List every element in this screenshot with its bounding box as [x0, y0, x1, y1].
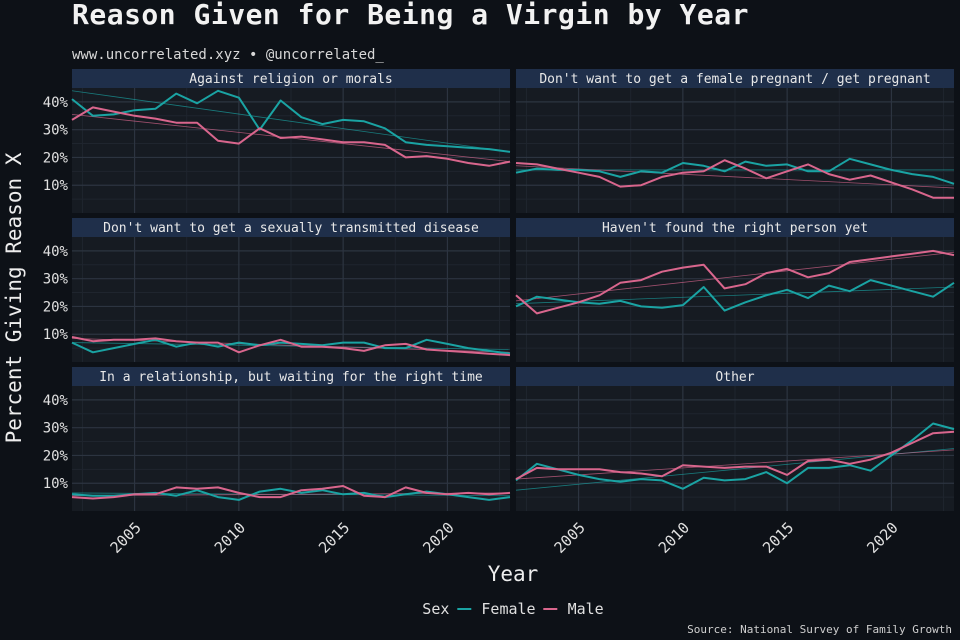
x-tick-label: 2015	[759, 519, 797, 557]
female-trend-line	[71, 90, 511, 153]
y-tick-label: 40%	[43, 393, 69, 409]
chart-subtitle: www.uncorrelated.xyz • @uncorrelated_	[72, 47, 384, 63]
facet-panel: Against religion or morals 10% 20% 30% 40%	[43, 69, 511, 213]
facet-strip	[516, 69, 954, 88]
facet-strip	[516, 218, 954, 237]
male-trend-line	[515, 165, 955, 189]
female-series-line	[515, 422, 955, 490]
legend: Sex Female Male	[422, 600, 603, 618]
facet-panel: Don't want to get a sexually transmitted…	[43, 218, 511, 362]
facet-strip	[516, 367, 954, 386]
male-series-line	[71, 336, 511, 357]
facet-strip-label: Don't want to get a sexually transmitted…	[103, 221, 479, 236]
y-tick-label: 20%	[43, 448, 69, 464]
y-tick-label: 10%	[43, 476, 69, 492]
female-series-line	[71, 89, 511, 153]
facet-strip	[72, 218, 510, 237]
y-tick-label: 10%	[43, 327, 69, 343]
facet-strip	[72, 69, 510, 88]
y-tick-label: 40%	[43, 244, 69, 260]
male-series-line	[515, 159, 954, 199]
x-tick-label: 2020	[419, 519, 457, 557]
male-series-line	[515, 249, 955, 315]
facet-strip-label: Other	[715, 370, 754, 385]
legend-title: Sex	[422, 600, 450, 618]
female-trend-line	[71, 342, 511, 350]
male-trend-line	[515, 251, 955, 302]
female-series-line	[515, 157, 955, 185]
facet-strip-label: In a relationship, but waiting for the r…	[99, 370, 483, 385]
legend-label-female: Female	[481, 600, 536, 618]
female-series-line	[515, 279, 955, 312]
x-tick-label: 2015	[315, 519, 353, 557]
facet-strip	[72, 367, 510, 386]
male-series-line	[71, 485, 511, 500]
x-tick-label: 2010	[655, 519, 693, 557]
chart-title: Reason Given for Being a Virgin by Year	[72, 0, 749, 31]
y-tick-label: 30%	[43, 272, 69, 288]
x-tick-label: 2005	[551, 519, 589, 557]
x-axis-title: Year	[487, 562, 539, 586]
facet-panel: Don't want to get a female pregnant / ge…	[515, 69, 955, 213]
y-tick-label: 10%	[43, 178, 69, 194]
source-caption: Source: National Survey of Family Growth	[687, 623, 952, 636]
facet-strip-label: Against religion or morals	[189, 72, 393, 87]
legend-key-male	[543, 608, 558, 610]
y-tick-label: 20%	[43, 150, 69, 166]
female-trend-line	[515, 286, 955, 305]
legend-label-male: Male	[567, 600, 604, 618]
facet-strip-label: Don't want to get a female pregnant / ge…	[539, 72, 930, 87]
male-trend-line	[515, 449, 955, 480]
facet-panel: Haven't found the right person yet	[515, 218, 955, 362]
x-tick-label: 2005	[107, 519, 145, 557]
y-tick-label: 20%	[43, 299, 69, 315]
facet-strip-label: Haven't found the right person yet	[602, 221, 868, 236]
facet-panel: In a relationship, but waiting for the r…	[43, 367, 511, 557]
male-series-line	[71, 106, 511, 167]
x-tick-label: 2010	[211, 519, 249, 557]
y-axis-title: Percent Giving Reason X	[2, 152, 26, 444]
y-tick-label: 40%	[43, 95, 69, 111]
male-series-line	[515, 430, 955, 480]
x-tick-label: 2020	[863, 519, 901, 557]
y-tick-label: 30%	[43, 123, 69, 139]
legend-key-female	[457, 608, 472, 610]
y-tick-label: 30%	[43, 421, 69, 437]
facet-panel: Other 2005 2010 2015 2020	[515, 367, 955, 557]
